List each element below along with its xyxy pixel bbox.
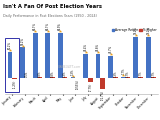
Bar [8, 52, 12, 78]
Bar [126, 77, 130, 78]
Text: 1.3%: 1.3% [113, 71, 117, 77]
Text: ISABELNET.com: ISABELNET.com [58, 65, 81, 69]
Text: 1.7%: 1.7% [126, 70, 130, 77]
Bar [71, 77, 75, 78]
Bar [113, 77, 118, 78]
Bar [138, 77, 143, 78]
Text: 46.8%: 46.8% [96, 43, 100, 51]
Text: 1.3%: 1.3% [71, 68, 75, 75]
Bar [113, 77, 118, 78]
Bar [83, 54, 88, 78]
Bar [121, 77, 126, 78]
Text: 86.9%: 86.9% [58, 23, 62, 30]
Bar [33, 33, 38, 78]
Bar [96, 54, 100, 78]
Text: (0.55%): (0.55%) [76, 79, 80, 89]
Text: 1.7%: 1.7% [121, 68, 125, 74]
Text: 86.7%: 86.7% [46, 23, 50, 30]
Text: 43.7%: 43.7% [109, 45, 113, 53]
Text: 0.5%: 0.5% [25, 71, 29, 77]
Text: Daily Performance in Post Elections Years (1950 - 2024): Daily Performance in Post Elections Year… [3, 14, 97, 18]
Bar [151, 77, 156, 78]
Text: 50.2%: 50.2% [8, 41, 12, 49]
Bar [151, 77, 156, 78]
Bar [12, 78, 17, 79]
Bar [20, 48, 25, 78]
Legend: Average Return, % Higher: Average Return, % Higher [111, 28, 157, 33]
Bar [38, 77, 42, 78]
Text: 59.2%: 59.2% [20, 37, 24, 45]
Bar [108, 56, 113, 78]
Text: (1.2%): (1.2%) [13, 79, 17, 88]
Text: 1.7%: 1.7% [151, 70, 155, 77]
Text: 86.7%: 86.7% [33, 23, 37, 30]
Text: 1.8%: 1.8% [38, 70, 42, 77]
Text: 46.4%: 46.4% [84, 43, 88, 51]
Text: 1.3%: 1.3% [63, 71, 67, 77]
Bar [63, 77, 68, 78]
Bar [50, 77, 55, 78]
Text: Isn't A Fan Of Post Election Years: Isn't A Fan Of Post Election Years [3, 4, 102, 9]
Bar [126, 77, 130, 78]
Text: (21.7%): (21.7%) [101, 90, 105, 100]
Text: (7.7%): (7.7%) [88, 83, 92, 91]
Text: 1.7%: 1.7% [139, 70, 143, 77]
Bar [45, 33, 50, 78]
Bar [63, 77, 68, 78]
Bar [38, 77, 42, 78]
Bar [100, 78, 105, 89]
Bar [88, 78, 93, 82]
Bar [146, 37, 151, 78]
Text: 1.8%: 1.8% [51, 70, 55, 77]
Text: 79.2%: 79.2% [146, 26, 150, 34]
Bar [88, 78, 93, 82]
Bar [12, 78, 17, 79]
Bar [58, 33, 63, 78]
Bar [138, 77, 143, 78]
Bar [133, 37, 138, 78]
Bar [100, 78, 105, 89]
Text: 79.2%: 79.2% [134, 26, 138, 34]
Bar [50, 77, 55, 78]
